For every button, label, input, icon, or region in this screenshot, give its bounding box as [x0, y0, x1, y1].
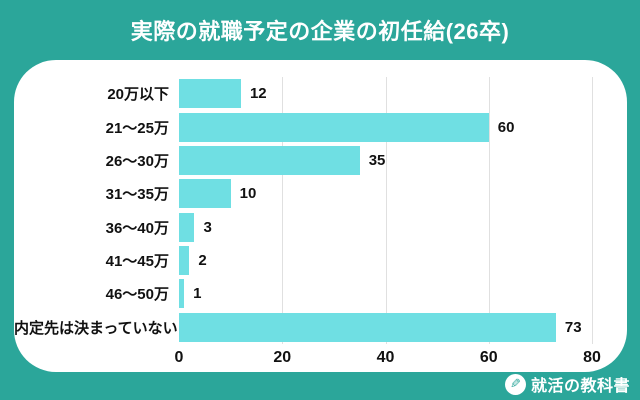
bar [179, 79, 241, 109]
x-axis-tick-label: 40 [376, 349, 395, 366]
value-label: 35 [368, 151, 386, 169]
category-label: 20万以下 [107, 86, 169, 104]
bar-track: 35 [179, 144, 592, 177]
bar [179, 112, 489, 142]
title-bar: 実際の就職予定の企業の初任給(26卒) [0, 0, 640, 60]
bar-row: 36〜40万 3 [14, 211, 627, 244]
bar-row: 26〜30万 35 [14, 144, 627, 177]
category-label: 21〜25万 [105, 119, 169, 137]
brand-logo: ✎ 就活の教科書 [504, 372, 630, 396]
category-label: 内定先は決まっていない [14, 319, 178, 337]
bar-chart: 20万以下 12 21〜25万 60 26〜30万 35 31〜35万 10 36〜40万 3 41… [14, 77, 627, 366]
category-label: 41〜45万 [105, 253, 169, 271]
chart-title: 実際の就職予定の企業の初任給(26卒) [130, 19, 510, 44]
bar [179, 312, 556, 342]
bar-row: 46〜50万 1 [14, 277, 627, 310]
gridline [488, 77, 490, 344]
bar-track: 10 [179, 177, 592, 210]
bar [179, 179, 231, 209]
x-axis-tick-label: 20 [273, 349, 292, 366]
brand-name: 就活の教科書 [530, 378, 630, 395]
value-label: 10 [239, 185, 257, 203]
gridline [385, 77, 387, 344]
bar-track: 2 [179, 244, 592, 277]
bar-row: 内定先は決まっていない 73 [14, 311, 627, 344]
bar-track: 1 [179, 277, 592, 310]
value-label: 3 [203, 218, 212, 236]
gridline [282, 77, 284, 344]
value-label: 12 [249, 85, 267, 103]
bar [179, 212, 195, 242]
bar-track: 3 [179, 211, 592, 244]
value-label: 60 [497, 118, 515, 136]
category-label: 26〜30万 [105, 152, 169, 170]
bar [179, 246, 190, 276]
category-label: 46〜50万 [105, 286, 169, 304]
value-label: 73 [564, 318, 582, 336]
x-axis: 0 20 40 60 80 [14, 344, 627, 368]
x-axis-tick-label: 0 [174, 349, 184, 366]
bar [179, 145, 360, 175]
bar-row: 20万以下 12 [14, 77, 627, 110]
bar-track: 12 [179, 77, 592, 110]
bar [179, 279, 185, 309]
category-label: 31〜35万 [105, 186, 169, 204]
bar-track: 60 [179, 110, 592, 143]
bar-rows: 20万以下 12 21〜25万 60 26〜30万 35 31〜35万 10 36〜40万 3 41… [14, 77, 627, 344]
gridline [592, 77, 593, 344]
category-label: 36〜40万 [105, 219, 169, 237]
pencil-icon: ✎ [504, 373, 526, 395]
x-axis-tick-label: 60 [479, 349, 498, 366]
bar-track: 73 [179, 311, 592, 344]
bar-row: 21〜25万 60 [14, 110, 627, 143]
bar-row: 41〜45万 2 [14, 244, 627, 277]
x-axis-tick-label: 80 [583, 349, 601, 366]
bar-row: 31〜35万 10 [14, 177, 627, 210]
chart-card: 20万以下 12 21〜25万 60 26〜30万 35 31〜35万 10 36〜40万 3 41… [14, 60, 627, 372]
value-label: 1 [193, 285, 202, 303]
value-label: 2 [198, 252, 207, 270]
